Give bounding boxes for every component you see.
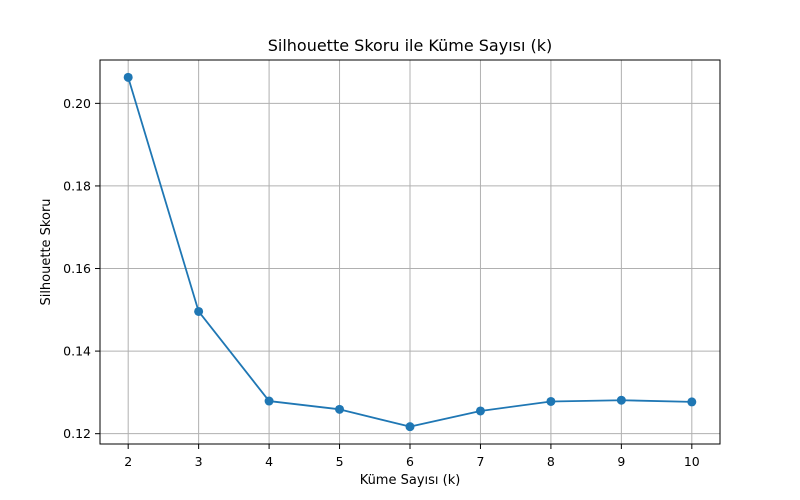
y-tick-label: 0.20 xyxy=(63,96,91,111)
x-tick-label: 4 xyxy=(265,454,273,469)
x-tick-label: 8 xyxy=(547,454,555,469)
x-tick-label: 9 xyxy=(617,454,625,469)
data-point xyxy=(405,422,415,432)
grid xyxy=(100,60,720,444)
data-point xyxy=(264,396,274,406)
x-tick-label: 7 xyxy=(476,454,484,469)
y-tick-label: 0.18 xyxy=(63,178,91,193)
data-point xyxy=(194,306,204,316)
y-tick-label: 0.12 xyxy=(63,426,91,441)
x-axis-label: Küme Sayısı (k) xyxy=(360,473,461,488)
y-axis-ticks: 0.12 0.14 0.16 0.18 0.20 xyxy=(63,96,100,441)
x-tick-label: 5 xyxy=(336,454,344,469)
data-point xyxy=(546,396,556,406)
data-point xyxy=(335,404,345,414)
y-tick-label: 0.16 xyxy=(63,261,91,276)
y-tick-label: 0.14 xyxy=(63,344,91,359)
x-tick-label: 10 xyxy=(684,454,700,469)
data-point xyxy=(687,397,697,407)
data-point xyxy=(123,72,133,82)
y-axis-label: Silhouette Skoru xyxy=(39,198,54,305)
x-tick-label: 6 xyxy=(406,454,414,469)
series-layer xyxy=(123,72,697,432)
data-point xyxy=(475,406,485,416)
x-tick-label: 3 xyxy=(195,454,203,469)
chart-title: Silhouette Skoru ile Küme Sayısı (k) xyxy=(268,36,553,55)
data-point xyxy=(616,395,626,405)
x-tick-label: 2 xyxy=(124,454,132,469)
x-axis-ticks: 2 3 4 5 6 7 8 9 10 xyxy=(124,444,700,469)
